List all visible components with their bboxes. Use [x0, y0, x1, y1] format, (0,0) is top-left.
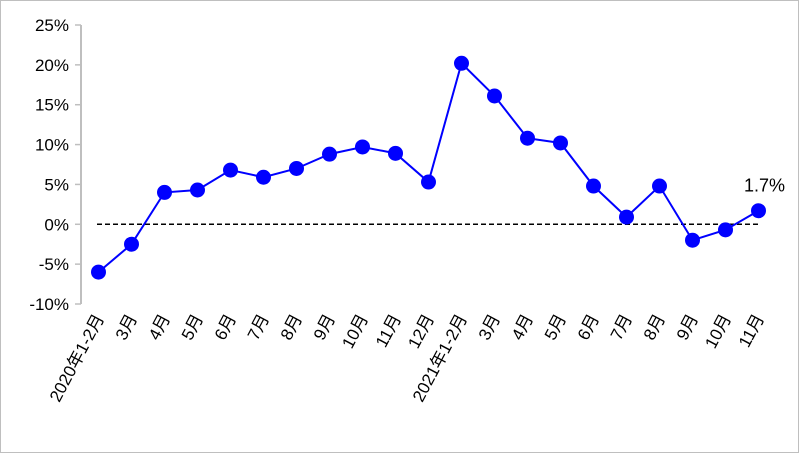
x-tick-label: 5月 [178, 311, 207, 343]
data-point [157, 184, 172, 200]
y-tick-label: 0% [44, 215, 69, 234]
x-tick-label: 7月 [607, 311, 636, 343]
data-point [256, 169, 271, 185]
y-tick-label: 10% [35, 136, 69, 155]
x-tick-label: 7月 [244, 311, 273, 343]
x-tick-label: 8月 [277, 311, 306, 343]
data-label-last: 1.7% [744, 176, 785, 196]
x-tick-label: 11月 [735, 311, 768, 351]
x-tick-label: 12月 [404, 311, 438, 352]
x-tick-label: 3月 [112, 311, 141, 343]
x-tick-label: 10月 [701, 311, 735, 352]
data-point [751, 203, 766, 219]
data-point [388, 145, 403, 161]
x-tick-label: 5月 [541, 311, 570, 343]
x-tick-label: 4月 [145, 311, 174, 343]
y-tick-label: 5% [44, 175, 69, 194]
x-tick-label: 10月 [338, 311, 372, 352]
data-point [355, 139, 370, 155]
data-point [421, 174, 436, 190]
data-point [685, 232, 700, 248]
data-point [289, 160, 304, 176]
data-point [190, 182, 205, 198]
x-tick-label: 2020年1-2月 [46, 311, 108, 405]
series-line [97, 61, 760, 273]
x-tick-label: 9月 [310, 311, 339, 343]
data-point [553, 135, 568, 151]
data-point [652, 178, 667, 194]
y-tick-label: 25% [35, 16, 69, 35]
y-tick-label: 20% [35, 56, 69, 75]
data-point [487, 88, 502, 104]
data-point [91, 264, 106, 280]
data-point [718, 222, 733, 238]
y-tick-label: -10% [29, 295, 69, 314]
y-tick-label: 15% [35, 96, 69, 115]
data-point [520, 130, 535, 146]
x-tick-label: 4月 [508, 311, 537, 343]
data-point [223, 162, 238, 178]
data-point [454, 55, 469, 71]
x-tick-label: 8月 [640, 311, 669, 343]
x-tick-label: 6月 [574, 311, 603, 343]
x-tick-label: 9月 [673, 311, 702, 343]
data-point [124, 236, 139, 252]
x-tick-label: 3月 [475, 311, 504, 343]
data-point [586, 178, 601, 194]
x-tick-label: 11月 [372, 311, 405, 351]
y-tick-label: -5% [39, 255, 69, 274]
data-point [619, 209, 634, 225]
data-point [322, 146, 337, 162]
x-tick-label: 6月 [211, 311, 240, 343]
